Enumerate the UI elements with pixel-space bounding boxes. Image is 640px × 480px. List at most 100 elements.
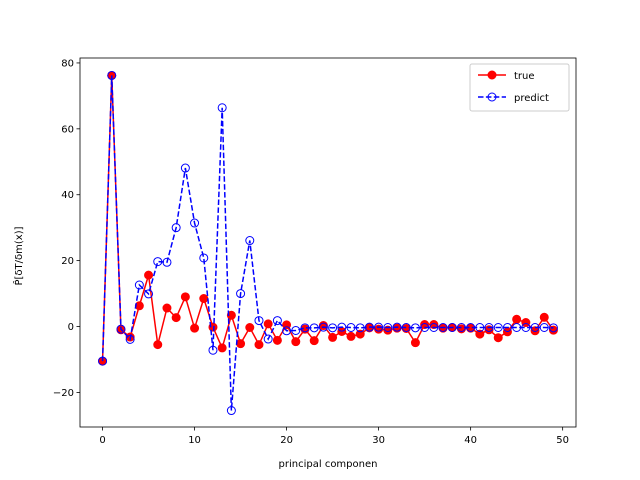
- y-tick-label: −20: [53, 388, 74, 399]
- data-point-predict: [475, 323, 485, 332]
- x-tick-label: 20: [280, 435, 293, 446]
- data-point-predict: [383, 323, 393, 332]
- plot-area: [98, 70, 558, 416]
- data-point-predict: [98, 356, 108, 366]
- data-point-predict: [484, 323, 494, 332]
- data-point-predict: [410, 323, 420, 333]
- data-point-predict: [447, 323, 457, 332]
- axes: 0 10 20 30 40 50 −20 0 20 40 60 80: [53, 57, 577, 446]
- data-point-predict: [521, 323, 531, 332]
- data-point-true: [254, 340, 264, 350]
- data-point-true: [291, 337, 301, 347]
- data-point-true: [355, 329, 365, 339]
- data-point-predict: [171, 223, 181, 233]
- data-point-true: [190, 323, 200, 333]
- data-point-predict: [493, 323, 503, 332]
- data-point-true: [346, 331, 356, 341]
- data-point-predict: [530, 323, 540, 332]
- data-point-predict: [254, 316, 264, 326]
- data-point-predict: [162, 257, 172, 267]
- data-point-predict: [309, 323, 319, 333]
- y-tick-label: 40: [61, 190, 74, 201]
- data-point-predict: [291, 325, 301, 335]
- plot-frame: [79, 57, 577, 428]
- data-point-true: [180, 292, 190, 302]
- y-tick-label: 20: [61, 256, 74, 267]
- data-point-true: [493, 333, 503, 343]
- data-point-predict: [346, 323, 356, 332]
- data-point-true: [245, 323, 255, 332]
- data-point-predict: [392, 322, 402, 332]
- data-point-predict: [282, 326, 292, 336]
- x-tick-label: 0: [99, 435, 105, 446]
- data-point-predict: [272, 316, 282, 326]
- data-point-true: [226, 310, 236, 320]
- data-point-true: [410, 338, 420, 348]
- data-point-predict: [217, 103, 227, 113]
- data-point-predict: [208, 345, 218, 355]
- data-point-predict: [539, 323, 549, 332]
- data-point-true: [512, 314, 522, 324]
- data-point-true: [328, 332, 338, 342]
- data-point-predict: [263, 334, 273, 344]
- data-point-predict: [153, 257, 163, 267]
- data-point-true: [521, 318, 531, 328]
- data-point-predict: [125, 334, 135, 344]
- x-tick-label: 30: [372, 435, 385, 446]
- x-tick-label: 40: [464, 435, 477, 446]
- x-axis-label: principal componen: [279, 459, 378, 470]
- data-point-predict: [355, 323, 365, 333]
- data-point-predict: [180, 163, 190, 173]
- data-point-predict: [401, 323, 411, 332]
- data-point-predict: [429, 323, 439, 332]
- legend-marker-true: [487, 70, 497, 80]
- data-point-predict: [548, 323, 558, 333]
- data-point-predict: [134, 280, 144, 290]
- data-point-true: [429, 320, 439, 330]
- data-point-predict: [328, 323, 338, 333]
- data-point-predict: [337, 322, 347, 332]
- data-point-true: [236, 339, 246, 349]
- data-point-predict: [374, 322, 384, 332]
- y-tick-label: 60: [61, 124, 74, 135]
- data-point-predict: [512, 323, 522, 332]
- data-point-predict: [364, 322, 374, 332]
- data-point-predict: [456, 323, 466, 332]
- data-point-predict: [245, 236, 255, 246]
- data-point-true: [171, 313, 181, 323]
- data-point-predict: [107, 70, 117, 80]
- data-point-true: [272, 335, 282, 345]
- y-axis-label-text: P̂[δT/δm(x)]: [12, 226, 25, 285]
- data-point-predict: [190, 218, 200, 228]
- data-point-predict: [199, 253, 209, 263]
- data-point-predict: [318, 322, 328, 332]
- data-point-true: [309, 336, 319, 346]
- data-point-predict: [226, 406, 236, 416]
- data-point-true: [153, 340, 163, 350]
- data-point-true: [539, 312, 549, 322]
- x-tick-label: 50: [556, 435, 569, 446]
- data-point-true: [162, 303, 172, 313]
- data-point-predict: [116, 324, 126, 334]
- data-point-true: [144, 270, 154, 280]
- data-point-predict: [502, 323, 512, 332]
- data-point-predict: [300, 323, 310, 333]
- legend-label-predict: predict: [514, 93, 549, 104]
- data-point-true: [374, 324, 384, 334]
- data-point-true: [420, 320, 430, 330]
- y-axis-label: P̂[δT/δm(x)]: [12, 226, 25, 285]
- data-point-predict: [438, 323, 448, 332]
- data-point-predict: [466, 323, 476, 332]
- legend: true predict: [469, 63, 570, 112]
- data-point-true: [199, 294, 209, 304]
- data-point-predict: [236, 289, 246, 299]
- data-point-true: [217, 343, 227, 353]
- data-point-true: [263, 319, 273, 329]
- data-point-true: [475, 329, 485, 339]
- y-tick-label: 80: [61, 58, 74, 69]
- x-tick-label: 10: [188, 435, 201, 446]
- data-point-predict: [420, 323, 430, 332]
- legend-marker-predict: [487, 92, 497, 102]
- data-point-predict: [144, 289, 154, 299]
